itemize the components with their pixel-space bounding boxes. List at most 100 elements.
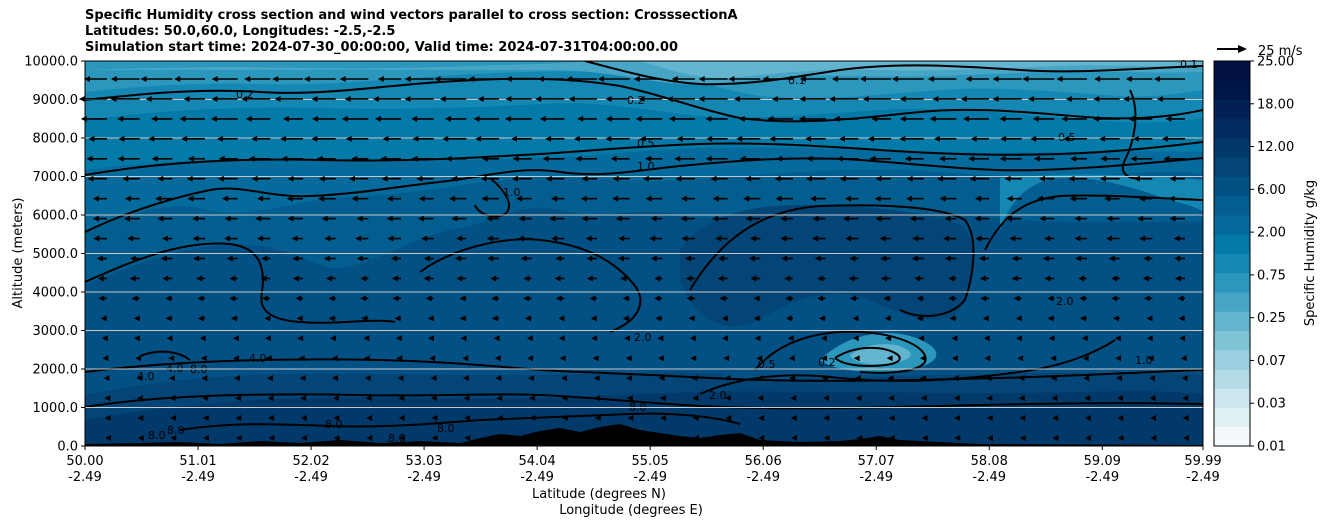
wind-vector-head (529, 435, 536, 441)
wind-vector-head (166, 335, 173, 342)
wind-vector-head (776, 155, 783, 162)
wind-vector-head (785, 295, 792, 302)
wind-vector-head (829, 95, 836, 102)
wind-vector-head (162, 235, 169, 242)
wind-vector-head (852, 335, 859, 342)
wind-vector-head (122, 175, 129, 182)
colorbar-tick-label: 0.75 (1257, 268, 1286, 283)
wind-vector-head (397, 375, 404, 382)
contour-line-0-1 (584, 61, 1203, 86)
y-tick-label: 8000.0 (33, 132, 79, 147)
wind-vector-head (287, 215, 294, 222)
wind-vector-head (969, 175, 976, 182)
wind-vector-head (818, 315, 825, 322)
wind-vector-head (698, 95, 705, 102)
wind-vector-head (899, 135, 906, 142)
x-axis-title-longitude: Longitude (degrees E) (559, 503, 703, 518)
wind-vector-head (221, 195, 228, 202)
colorbar-band (1214, 272, 1250, 293)
wind-vector-head (929, 115, 936, 122)
wind-vector-head (852, 315, 859, 322)
wind-vector-head (758, 435, 765, 441)
wind-vector-head (129, 255, 136, 262)
wind-vector-head (387, 235, 394, 242)
wind-vector-head (1132, 135, 1139, 142)
wind-vector-head (431, 415, 438, 422)
wind-vector-head (382, 135, 389, 142)
chart-title-line-2: Latitudes: 50.0,60.0, Longitudes: -2.5,-… (85, 24, 396, 39)
wind-vector-head (927, 76, 934, 82)
wind-vector-head (823, 395, 830, 402)
wind-vector-head (1032, 115, 1039, 122)
wind-vector-head (717, 275, 724, 282)
colorbar-band (1214, 176, 1250, 197)
wind-vector-head (328, 315, 335, 322)
wind-vector-head (823, 435, 830, 441)
x-tick-label-longitude: -2.49 (859, 470, 893, 485)
wind-vector-head (377, 76, 384, 82)
wind-vector-head (398, 395, 405, 402)
contour-label-2-0-c: 2.0 (1056, 295, 1074, 308)
wind-vector-head (999, 115, 1006, 122)
wind-vector-head (497, 435, 503, 441)
wind-vector-head (668, 115, 675, 122)
wind-vector-head (551, 235, 558, 242)
wind-vector-head (712, 215, 719, 222)
wind-vector-head (936, 175, 943, 182)
wind-vector-head (562, 415, 569, 422)
wind-vector-head (558, 335, 565, 342)
wind-vector-head (96, 255, 103, 262)
wind-vector-head (351, 195, 358, 202)
wind-vector-head (692, 415, 699, 422)
wind-vector-head (292, 275, 299, 282)
wind-vector-head (860, 76, 867, 82)
wind-vector-head (162, 275, 169, 282)
wind-vector-head (92, 215, 99, 222)
wind-vector-head (675, 175, 682, 182)
wind-vector-head (339, 76, 346, 82)
wind-vector-head (1142, 275, 1149, 282)
wind-vector-head (1133, 175, 1140, 182)
wind-vector-head (1177, 295, 1184, 302)
x-tick-label-latitude: 53.03 (405, 454, 442, 469)
wind-vector-head (689, 335, 696, 342)
wind-vector-head (303, 76, 310, 82)
wind-vector-head (944, 215, 951, 222)
wind-vector-head (1116, 375, 1123, 382)
colorbar-label: Specific Humidity g/kg (1303, 180, 1318, 326)
wind-vector-head (1180, 355, 1187, 362)
wind-vector-head (431, 435, 438, 441)
wind-vector-head (392, 295, 399, 302)
wind-vector-head (444, 115, 451, 122)
wind-vector-head (545, 175, 552, 182)
wind-vector-head (888, 415, 895, 422)
wind-vector-head (757, 395, 764, 402)
wind-vector-head (1130, 155, 1137, 162)
wind-vector-head (491, 295, 498, 302)
x-tick-label-latitude: 59.09 (1084, 454, 1121, 469)
contour-line-0-2-pocket (834, 346, 901, 368)
wind-vector-head (311, 135, 318, 142)
wind-vector-head (573, 135, 580, 142)
wind-vector-head (1082, 355, 1089, 362)
wind-vector-head (366, 415, 373, 422)
colorbar-band (1214, 195, 1250, 216)
wind-vector-head (693, 435, 699, 441)
wind-vector-head (331, 355, 338, 362)
y-tick-label: 10000.0 (24, 55, 78, 70)
wind-vector-head (187, 155, 194, 162)
wind-vector-head (496, 395, 503, 402)
wind-vector-head (780, 235, 787, 242)
wind-vector-head (300, 415, 307, 422)
wind-vector-head (1038, 175, 1045, 182)
wind-vector-head (789, 375, 796, 382)
wind-vector-head (1179, 335, 1186, 342)
wind-vector-head (456, 275, 463, 282)
wind-vector-head (456, 235, 463, 242)
wind-vector-head (380, 155, 387, 162)
wind-vector-head (251, 175, 258, 182)
colorbar-tick-label: 0.07 (1257, 354, 1286, 369)
colorbar-tick-label: 12.00 (1257, 140, 1294, 155)
wind-vector-head (282, 115, 289, 122)
y-tick-label: 0.0 (57, 440, 78, 455)
